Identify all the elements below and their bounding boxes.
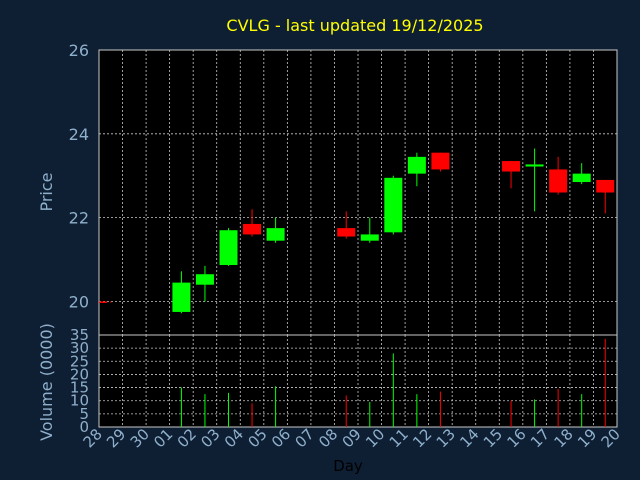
- x-tick-label: 17: [527, 425, 553, 451]
- candle-body: [407, 156, 426, 174]
- x-tick-label: 08: [315, 425, 341, 451]
- grid-lines: [99, 49, 617, 428]
- x-tick-labels: 2829300102030405060708091011121314151617…: [80, 425, 624, 451]
- volume-tick-label: 15: [70, 379, 89, 397]
- candle-body: [219, 230, 238, 266]
- candle-body: [99, 301, 107, 303]
- candle-body: [266, 228, 285, 241]
- candle-body: [337, 228, 356, 237]
- x-tick-label: 15: [480, 425, 506, 451]
- volume-tick-label: 0: [79, 418, 89, 436]
- price-tick-label: 20: [69, 292, 89, 311]
- x-tick-label: 02: [174, 425, 200, 451]
- candle-body: [172, 282, 191, 312]
- candle-body: [243, 223, 262, 235]
- x-tick-label: 16: [503, 425, 529, 451]
- x-tick-label: 04: [221, 425, 247, 451]
- x-tick-label: 19: [574, 425, 600, 451]
- x-tick-label: 03: [197, 425, 223, 451]
- volume-tick-label: 25: [70, 352, 89, 370]
- x-tick-label: 12: [409, 425, 435, 451]
- x-tick-label: 18: [551, 425, 577, 451]
- candle-body: [502, 161, 521, 172]
- x-tick-label: 29: [103, 425, 129, 451]
- price-tick-label: 24: [69, 125, 89, 144]
- volume-axis-label: Volume (0000): [37, 323, 56, 441]
- x-tick-label: 10: [362, 425, 388, 451]
- volume-tick-label: 20: [70, 365, 89, 383]
- candle-body: [572, 173, 591, 183]
- x-tick-label: 11: [386, 425, 412, 451]
- candle-body: [549, 169, 568, 193]
- price-tick-label: 26: [69, 41, 89, 60]
- candle-body: [525, 164, 544, 167]
- volume-tick-label: 5: [79, 405, 89, 423]
- candle-body: [596, 179, 615, 193]
- x-tick-label: 13: [433, 425, 459, 451]
- x-axis-label: Day: [333, 457, 363, 475]
- x-tick-label: 06: [268, 425, 294, 451]
- candle-body: [431, 152, 450, 170]
- x-tick-label: 20: [598, 425, 624, 451]
- price-tick-labels: 20 22 24 26: [69, 41, 89, 311]
- candles: [99, 148, 615, 314]
- x-tick-label: 30: [127, 425, 153, 451]
- candle-body: [195, 274, 214, 285]
- x-tick-label: 01: [150, 425, 176, 451]
- candle-body: [360, 234, 379, 241]
- x-tick-label: 14: [456, 425, 482, 451]
- x-tick-label: 05: [244, 425, 270, 451]
- volume-tick-label: 10: [70, 392, 89, 410]
- x-tick-label: 07: [292, 425, 318, 451]
- chart-title: CVLG - last updated 19/12/2025: [226, 16, 483, 35]
- x-tick-label: 09: [339, 425, 365, 451]
- volume-tick-label: 30: [70, 339, 89, 357]
- volume-tick-label: 35: [70, 326, 89, 344]
- y-axis-label: Price: [37, 172, 56, 211]
- candle-body: [384, 177, 403, 233]
- price-tick-label: 22: [69, 209, 89, 228]
- volume-bars: [180, 338, 606, 427]
